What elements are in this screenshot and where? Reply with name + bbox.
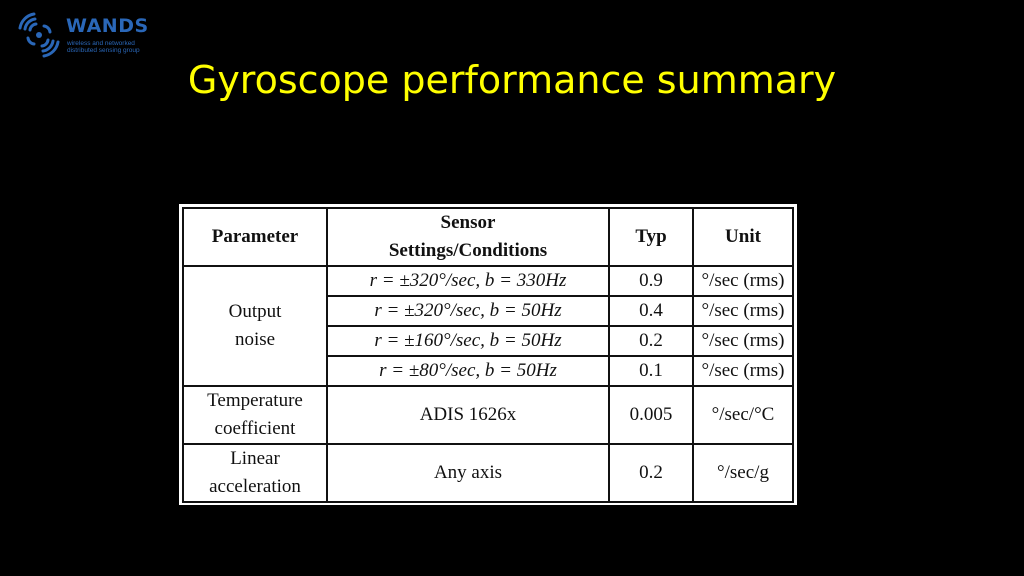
header-sensor-line2: Settings/Conditions [388, 240, 548, 261]
linear-acceleration-label: Linear acceleration [182, 443, 328, 503]
condition-cell: Any axis [326, 443, 610, 503]
unit-cell: °/sec/g [692, 443, 794, 503]
condition-cell: r = ±320°/sec, b = 50Hz [326, 295, 610, 327]
header-parameter: Parameter [182, 207, 328, 267]
table-row: Temperature coefficient ADIS 1626x 0.005… [182, 385, 794, 445]
unit-cell: °/sec (rms) [692, 295, 794, 327]
condition-cell: r = ±320°/sec, b = 330Hz [326, 265, 610, 297]
logo-tagline-line1: wireless and networked [67, 40, 135, 47]
table-row: Linear acceleration Any axis 0.2 °/sec/g [182, 443, 794, 503]
typ-cell: 0.2 [608, 443, 694, 503]
unit-cell: °/sec (rms) [692, 325, 794, 357]
header-sensor-settings: Sensor Settings/Conditions [326, 207, 610, 267]
linear-label-line2: acceleration [209, 476, 301, 497]
gyroscope-table-image: Parameter Sensor Settings/Conditions Typ… [179, 204, 797, 505]
typ-cell: 0.005 [608, 385, 694, 445]
header-typ: Typ [608, 207, 694, 267]
unit-cell: °/sec/°C [692, 385, 794, 445]
typ-cell: 0.4 [608, 295, 694, 327]
wands-wave-icon [18, 12, 60, 58]
temperature-label-line2: coefficient [214, 418, 296, 439]
condition-cell: r = ±160°/sec, b = 50Hz [326, 325, 610, 357]
condition-cell: ADIS 1626x [326, 385, 610, 445]
logo-tagline-line2: distributed sensing group [67, 47, 140, 54]
table-row: r = ±80°/sec, b = 50Hz 0.1 °/sec (rms) [183, 355, 794, 387]
logo-tagline: wireless and networked distributed sensi… [67, 40, 140, 54]
slide-title: Gyroscope performance summary [187, 58, 837, 102]
output-noise-label-line1: Output [228, 301, 282, 322]
output-noise-label-line2: noise [234, 329, 276, 350]
unit-cell: °/sec (rms) [692, 265, 794, 297]
output-noise-label: Output noise [182, 265, 328, 387]
table-header-row: Parameter Sensor Settings/Conditions Typ… [182, 207, 794, 267]
condition-cell: r = ±80°/sec, b = 50Hz [326, 355, 610, 387]
header-sensor-line1: Sensor [440, 212, 496, 233]
table-row: r = ±160°/sec, b = 50Hz 0.2 °/sec (rms) [183, 325, 794, 357]
linear-label-line1: Linear [230, 448, 280, 469]
typ-cell: 0.9 [608, 265, 694, 297]
table-row: Output noise r = ±320°/sec, b = 330Hz 0.… [182, 265, 794, 387]
table-row: r = ±320°/sec, b = 50Hz 0.4 °/sec (rms) [183, 295, 794, 327]
gyroscope-performance-table: Parameter Sensor Settings/Conditions Typ… [182, 207, 794, 503]
temperature-coefficient-label: Temperature coefficient [182, 385, 328, 445]
header-unit: Unit [692, 207, 794, 267]
typ-cell: 0.1 [608, 355, 694, 387]
logo-wordmark: WANDS [66, 15, 149, 37]
temperature-label-line1: Temperature [207, 390, 303, 411]
wands-logo: WANDS wireless and networked distributed… [16, 12, 166, 60]
typ-cell: 0.2 [608, 325, 694, 357]
unit-cell: °/sec (rms) [692, 355, 794, 387]
